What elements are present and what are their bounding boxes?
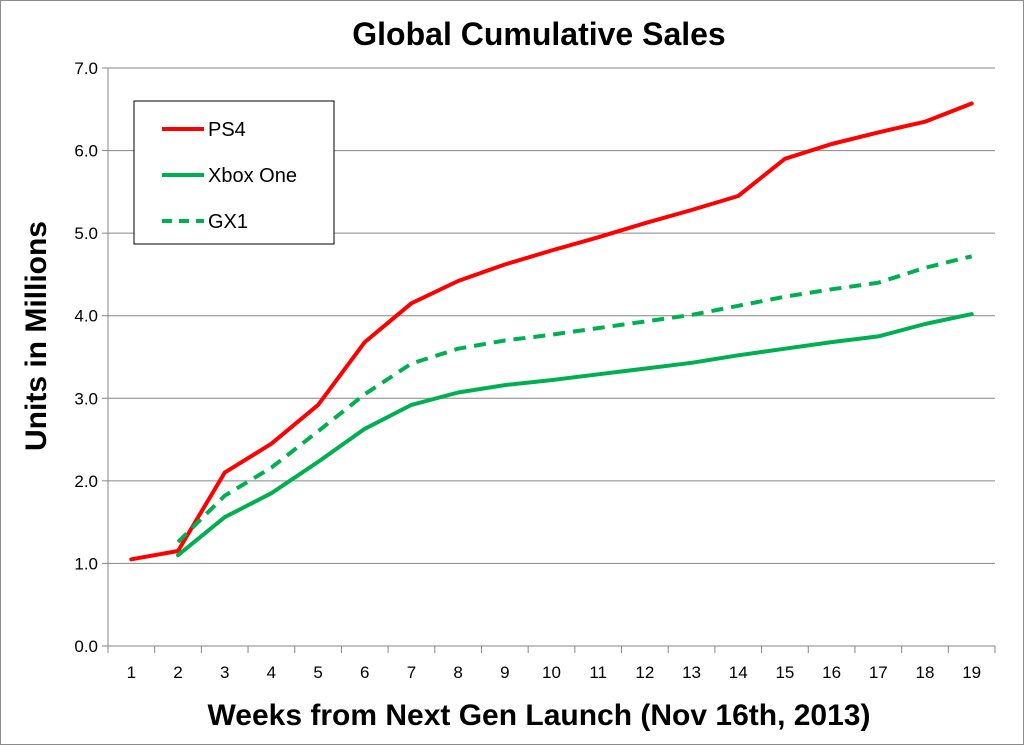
x-tick-label: 19	[962, 663, 981, 682]
x-tick-label: 6	[360, 663, 369, 682]
y-tick-label: 3.0	[74, 389, 98, 408]
x-tick-label: 17	[869, 663, 888, 682]
y-axis-title: Units in Millions	[20, 221, 53, 451]
series-layer	[129, 101, 974, 562]
x-tick-label: 10	[542, 663, 561, 682]
legend-label: GX1	[208, 211, 248, 233]
x-tick-label: 11	[589, 663, 607, 682]
x-tick-label: 4	[267, 663, 276, 682]
x-tick-label: 1	[127, 663, 136, 682]
x-tick-label: 8	[453, 663, 462, 682]
x-tick-label: 12	[635, 663, 654, 682]
x-tick-label: 2	[173, 663, 182, 682]
y-tick-label: 1.0	[74, 554, 98, 573]
legend-label: Xbox One	[208, 165, 297, 187]
x-tick-label: 7	[407, 663, 416, 682]
axes-layer: 0.01.02.03.04.05.06.07.01 2 3 4 5 6 7 8 9 10 11 12 1…	[74, 59, 996, 682]
chart-title: Global Cumulative Sales	[352, 16, 725, 52]
x-tick-label: 5	[313, 663, 322, 682]
series-line-ps4	[129, 101, 974, 562]
x-tick-label: 16	[822, 663, 841, 682]
series-line-xbox-one	[176, 312, 974, 558]
legend: PS4 Xbox One GX1	[133, 100, 335, 245]
y-tick-label: 7.0	[74, 59, 98, 78]
y-tick-label: 5.0	[74, 224, 98, 243]
x-tick-label: 15	[775, 663, 794, 682]
y-tick-label: 6.0	[74, 142, 98, 161]
legend-label: PS4	[208, 119, 246, 141]
x-tick-label: 13	[682, 663, 701, 682]
x-tick-label: 14	[729, 663, 748, 682]
y-tick-label: 0.0	[74, 637, 98, 656]
x-tick-label: 18	[916, 663, 935, 682]
y-tick-label: 4.0	[74, 307, 98, 326]
y-tick-label: 2.0	[74, 472, 98, 491]
series-line-gx1	[176, 254, 973, 544]
x-tick-label: 9	[500, 663, 509, 682]
x-axis-title: Weeks from Next Gen Launch (Nov 16th, 20…	[208, 699, 871, 732]
x-tick-label: 3	[220, 663, 229, 682]
